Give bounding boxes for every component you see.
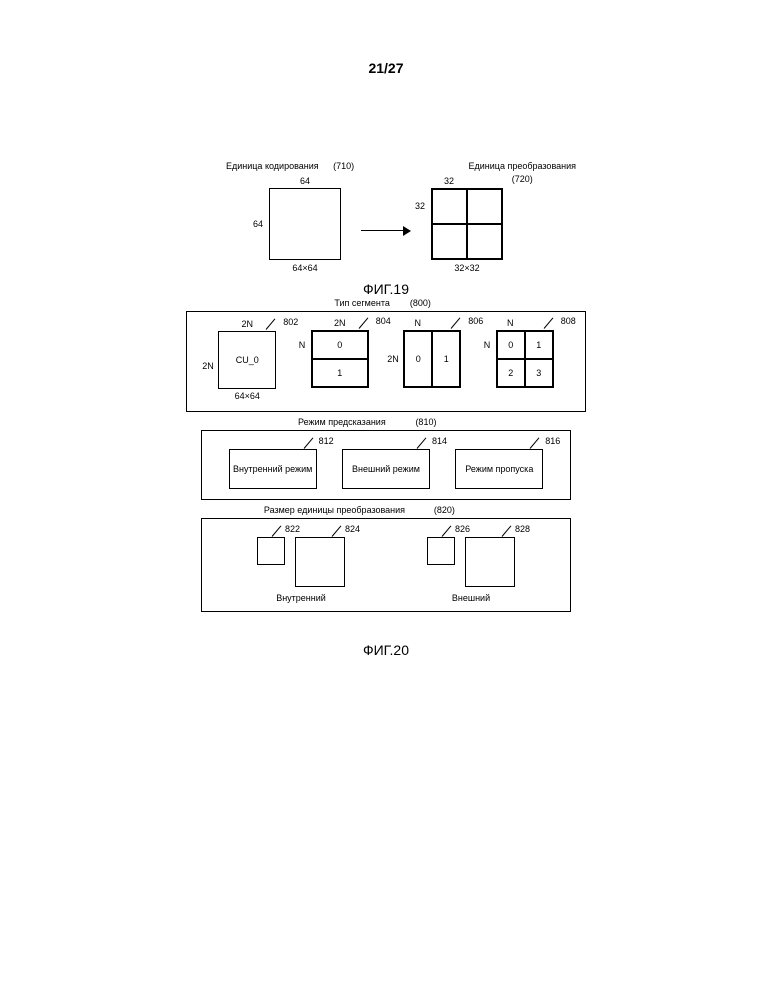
callout-line-814 — [417, 437, 427, 448]
tu-small-intra: 822 — [257, 537, 285, 565]
mode-inter: 814 Внешний режим — [342, 449, 430, 489]
callout-802: 802 — [283, 317, 298, 327]
callout-826: 826 — [455, 524, 470, 534]
segment-808: N N 808 0 1 2 3 — [496, 330, 554, 388]
callout-806: 806 — [468, 316, 483, 326]
seg-top-d: N — [507, 318, 514, 328]
callout-804: 804 — [376, 316, 391, 326]
seg-top-b: 2N — [334, 318, 346, 328]
seg-top-c: N — [415, 318, 422, 328]
mode-inter-label: Внешний режим — [352, 464, 420, 475]
seg-content-a: CU_0 — [236, 355, 259, 365]
dim-32-left: 32 — [415, 201, 425, 211]
callout-line-812 — [303, 437, 313, 448]
fig20-caption: ФИГ.20 — [166, 642, 606, 658]
tu-panel: Размер единицы преобразования (820) 822 … — [201, 518, 571, 612]
tu-group-intra: 822 824 — [257, 537, 345, 587]
callout-line-816 — [530, 437, 540, 448]
seg-cell-b0: 0 — [312, 331, 368, 359]
coding-unit-box — [269, 188, 341, 260]
tu-group-inter: 826 828 — [427, 537, 515, 587]
fig19-header: Единица кодирования (710) Единица преобр… — [166, 156, 606, 188]
callout-816: 816 — [545, 436, 560, 447]
arrow-icon — [361, 226, 411, 236]
callout-line-804 — [358, 317, 368, 328]
callout-line-806 — [451, 317, 461, 328]
tu-intra-label: Внутренний — [257, 593, 345, 603]
fig19-diagram: 64 64 64×64 32 32 32×32 — [166, 188, 606, 273]
seg-box-b: 0 1 — [311, 330, 369, 388]
tu-big-intra: 824 — [295, 537, 345, 587]
seg-cell-d1: 1 — [525, 331, 553, 359]
coding-unit-ref: (710) — [333, 161, 354, 171]
transform-unit-label: Единица преобразования — [469, 161, 576, 171]
callout-line-824 — [332, 525, 342, 536]
mode-panel: Режим предсказания (810) 812 Внутренний … — [201, 430, 571, 500]
dim-64-left: 64 — [253, 219, 263, 229]
transform-unit-box — [431, 188, 503, 260]
seg-cell-d2: 2 — [497, 359, 525, 387]
tu-small-inter: 826 — [427, 537, 455, 565]
tu-big-inter: 828 — [465, 537, 515, 587]
callout-822: 822 — [285, 524, 300, 534]
segment-804: 2N N 804 0 1 — [311, 330, 369, 388]
seg-cell-d0: 0 — [497, 331, 525, 359]
callout-line-828 — [502, 525, 512, 536]
page-number: 21/27 — [0, 60, 772, 76]
callout-824: 824 — [345, 524, 360, 534]
mode-skip-label: Режим пропуска — [465, 464, 533, 475]
seg-box-d: 0 1 2 3 — [496, 330, 554, 388]
seg-sub-a: 64×64 — [218, 391, 276, 401]
callout-828: 828 — [515, 524, 530, 534]
mode-intra: 812 Внутренний режим — [229, 449, 317, 489]
dim-64-top: 64 — [300, 176, 310, 186]
callout-line-808 — [543, 317, 553, 328]
mode-intra-label: Внутренний режим — [233, 464, 312, 475]
mode-panel-title: Режим предсказания — [298, 417, 386, 427]
mode-panel-ref: (810) — [415, 417, 436, 427]
callout-808: 808 — [561, 316, 576, 326]
callout-line-802 — [266, 318, 276, 329]
callout-line-822 — [272, 525, 282, 536]
callout-812: 812 — [319, 436, 334, 447]
mode-skip: 816 Режим пропуска — [455, 449, 543, 489]
tu-panel-ref: (820) — [434, 505, 455, 515]
dim-32-top: 32 — [444, 176, 454, 186]
transform-unit-ref: (720) — [469, 174, 576, 184]
seg-cell-d3: 3 — [525, 359, 553, 387]
segment-panel: Тип сегмента (800) 2N 2N 802 CU_0 64×64 … — [186, 311, 586, 412]
seg-left-b: N — [299, 340, 306, 350]
tu-inter-label: Внешний — [427, 593, 515, 603]
coding-unit-label: Единица кодирования — [226, 161, 319, 171]
callout-814: 814 — [432, 436, 447, 447]
dim-64x64: 64×64 — [292, 263, 317, 273]
seg-left-a: 2N — [202, 361, 214, 371]
dim-32x32: 32×32 — [454, 263, 479, 273]
seg-cell-b1: 1 — [312, 359, 368, 387]
fig19-caption: ФИГ.19 — [166, 281, 606, 297]
content-area: Единица кодирования (710) Единица преобр… — [166, 156, 606, 658]
segment-806: N 2N 806 0 1 — [403, 330, 461, 388]
callout-line-826 — [442, 525, 452, 536]
seg-cell-c1: 1 — [432, 331, 460, 387]
seg-box-c: 0 1 — [403, 330, 461, 388]
seg-box-a: CU_0 — [218, 331, 276, 389]
segment-802: 2N 2N 802 CU_0 64×64 — [218, 331, 276, 401]
seg-left-d: N — [484, 340, 491, 350]
seg-left-c: 2N — [387, 354, 399, 364]
seg-top-a: 2N — [241, 319, 253, 329]
segment-panel-ref: (800) — [410, 298, 431, 308]
seg-cell-c0: 0 — [404, 331, 432, 387]
segment-panel-title: Тип сегмента — [334, 298, 389, 308]
tu-panel-title: Размер единицы преобразования — [264, 505, 405, 515]
